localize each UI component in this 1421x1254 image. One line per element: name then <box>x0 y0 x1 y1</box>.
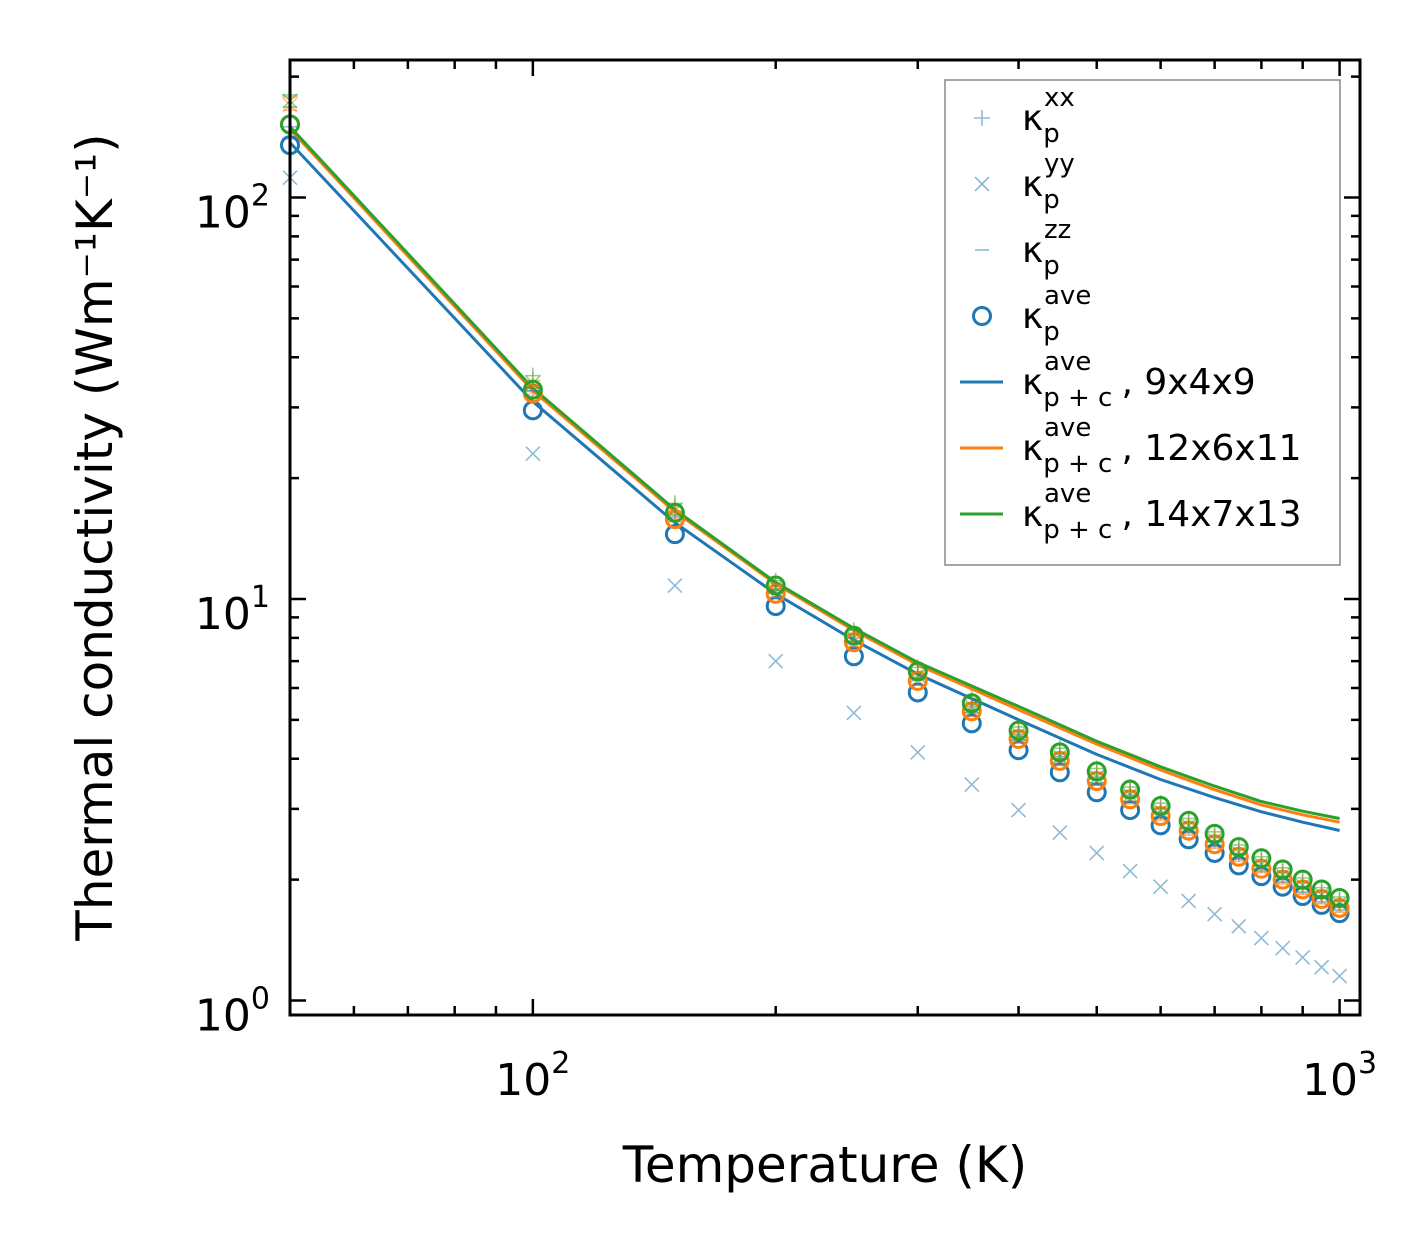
legend-entry: κp + cave, 14x7x13 <box>960 479 1302 545</box>
data-point <box>910 744 926 760</box>
data-point <box>907 682 928 703</box>
series-14x7x13-ave <box>280 114 1350 908</box>
data-point <box>1275 940 1291 956</box>
data-point <box>1251 848 1272 869</box>
legend-swatch <box>974 176 990 192</box>
data-point <box>1295 949 1311 965</box>
data-point <box>667 577 683 594</box>
data-point <box>1231 845 1247 861</box>
data-point <box>525 446 541 462</box>
data-point <box>1181 893 1197 909</box>
data-point <box>1253 930 1269 946</box>
data-point <box>961 713 982 734</box>
data-point <box>1122 863 1138 879</box>
data-point <box>1181 818 1197 834</box>
legend-label: κp + cave, 14x7x13 <box>1022 479 1302 545</box>
data-point <box>1052 824 1068 841</box>
data-point <box>1314 887 1330 903</box>
legend-label: κp + cave, 9x4x9 <box>1022 347 1256 413</box>
data-point <box>907 661 928 682</box>
data-point <box>664 502 685 523</box>
data-point <box>1122 787 1138 803</box>
data-point <box>1292 869 1313 890</box>
data-point <box>1275 867 1291 883</box>
legend-label: κpyy <box>1022 149 1075 215</box>
data-point <box>1253 857 1269 873</box>
data-point <box>522 379 543 400</box>
data-point <box>1178 810 1199 831</box>
data-point <box>1329 887 1350 908</box>
data-point <box>1272 859 1293 880</box>
data-point <box>1008 740 1029 761</box>
x-tick-label: 103 <box>1302 1046 1377 1106</box>
x-tick-label: 102 <box>495 1046 570 1106</box>
x-axis-label: Temperature (K) <box>622 1136 1027 1194</box>
legend-label: κp + cave, 12x6x11 <box>1022 413 1302 479</box>
legend-entry: κp + cave, 9x4x9 <box>960 347 1256 413</box>
data-point <box>1089 769 1105 785</box>
series-14x7x13-xx <box>282 86 1348 906</box>
data-point <box>1332 896 1348 912</box>
data-point <box>1207 832 1223 848</box>
data-point <box>1207 906 1223 922</box>
legend-swatch <box>972 306 992 326</box>
plot-frame <box>288 58 1362 1017</box>
legend-box <box>944 79 1341 566</box>
data-point <box>1204 823 1225 844</box>
legend-swatch <box>974 110 990 126</box>
plot-area <box>280 86 1350 984</box>
data-point <box>1332 968 1348 984</box>
data-point <box>1010 802 1027 818</box>
legend-label: κpzz <box>1022 215 1071 281</box>
y-tick-label: 101 <box>195 580 270 640</box>
y-tick-label: 102 <box>195 178 270 238</box>
data-point <box>522 400 543 421</box>
data-point <box>964 776 980 793</box>
data-point <box>765 575 786 596</box>
data-point <box>1311 879 1332 900</box>
data-point <box>843 646 864 667</box>
data-point <box>846 705 862 721</box>
data-point <box>1086 761 1107 782</box>
data-point <box>1274 859 1291 876</box>
data-point <box>1153 803 1169 819</box>
data-point <box>1120 800 1141 821</box>
data-point <box>1049 742 1070 763</box>
data-point <box>664 524 685 545</box>
legend-entry: κpzz <box>975 215 1071 281</box>
data-point <box>1295 878 1311 894</box>
data-point <box>1253 848 1270 865</box>
data-point <box>1120 779 1141 800</box>
series-9x4x9-yy <box>282 170 1348 984</box>
data-point <box>1049 762 1070 783</box>
data-point <box>1153 879 1169 895</box>
legend-label: κpave <box>1022 281 1091 347</box>
legend-entry: κpxx <box>974 83 1075 149</box>
legend-label: κpxx <box>1022 83 1075 149</box>
data-point <box>1314 959 1330 975</box>
data-point <box>1231 918 1247 934</box>
data-point <box>1089 845 1105 861</box>
series-14x7x13-yy <box>282 93 1348 912</box>
data-point <box>1008 720 1029 741</box>
axis-ticks: 102 103 100 101 102 <box>195 60 1377 1106</box>
data-point <box>1052 749 1068 765</box>
data-point <box>1150 796 1171 817</box>
data-point <box>961 693 982 714</box>
series-12x6x11-zz <box>283 109 1347 913</box>
legend-entry: κpave <box>972 281 1091 347</box>
data-point <box>768 653 784 669</box>
y-axis-label: Thermal conductivity (Wm⁻¹K⁻¹) <box>66 133 124 941</box>
data-point <box>1331 889 1348 906</box>
legend-entry: κpyy <box>974 149 1075 215</box>
data-point <box>1086 782 1107 803</box>
data-point <box>843 625 864 646</box>
legend-entry: κp + cave, 12x6x11 <box>960 413 1302 479</box>
data-point <box>1228 837 1249 858</box>
y-tick-label: 100 <box>195 981 270 1041</box>
